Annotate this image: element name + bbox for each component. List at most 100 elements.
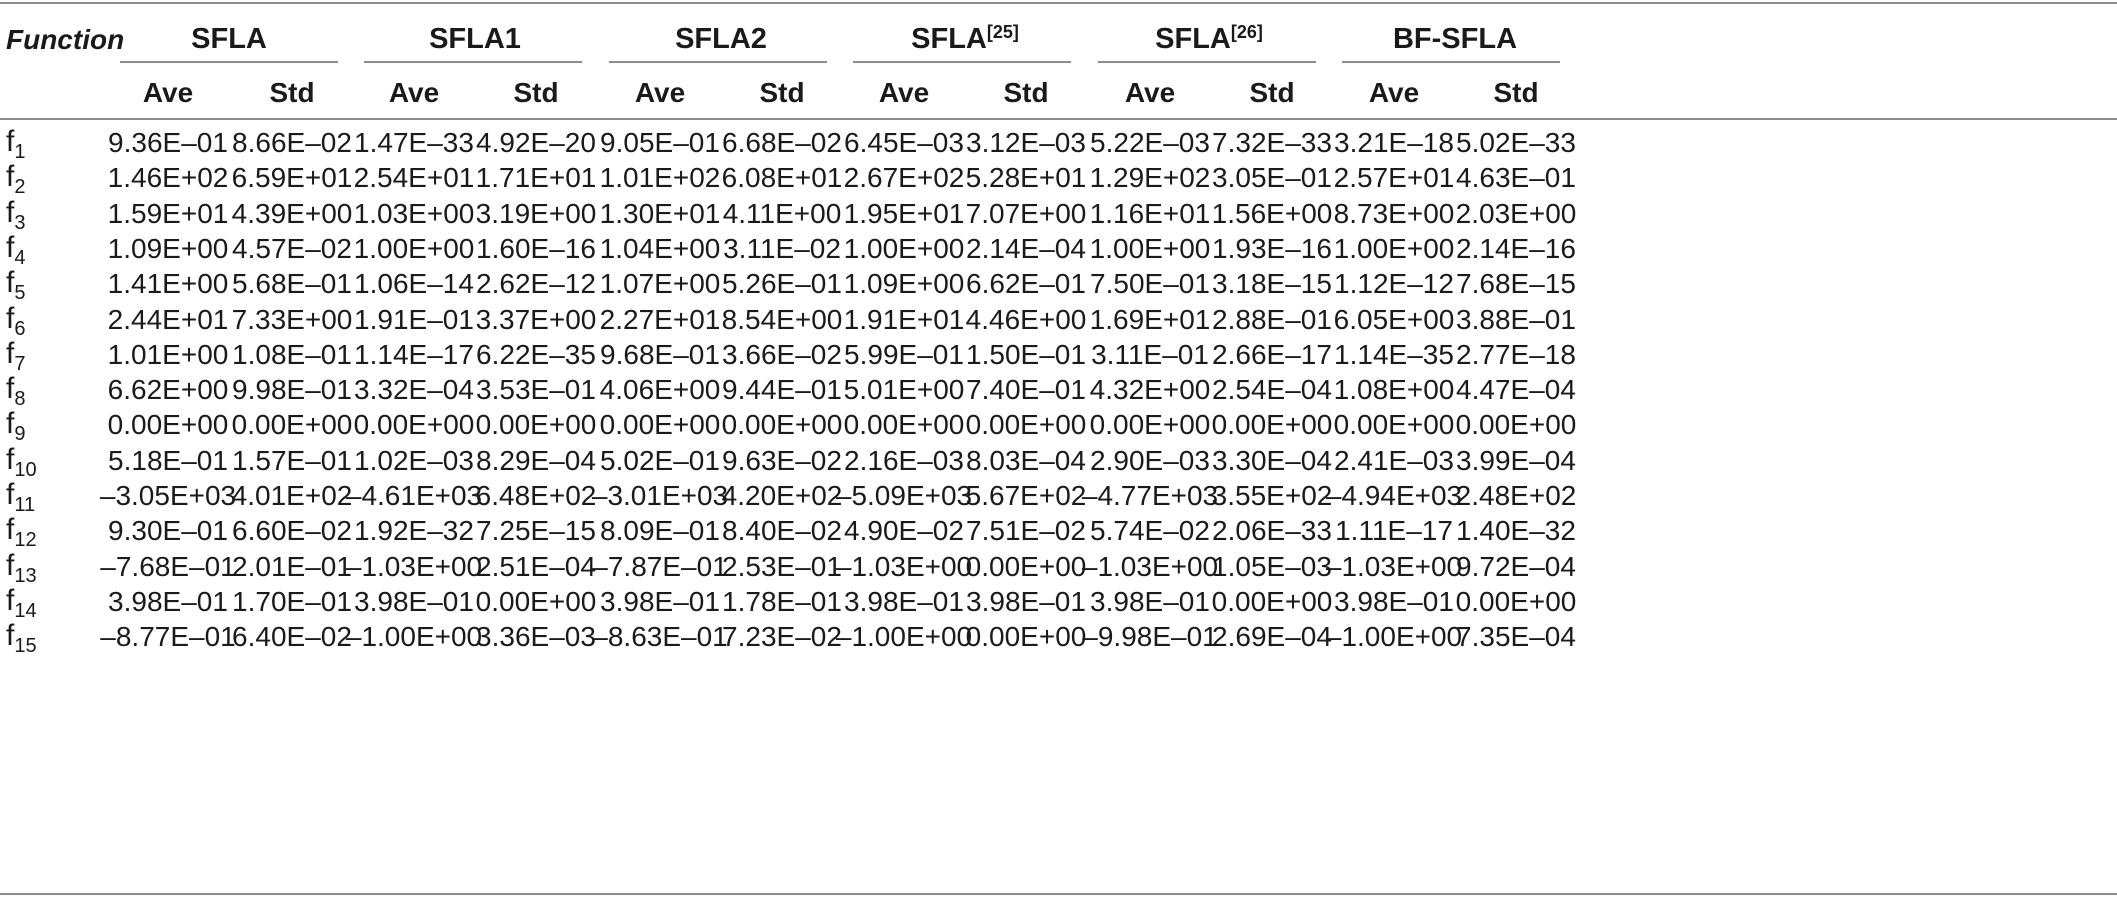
table-cell: –1.00E+00 [345,621,483,653]
table-cell: 6.40E–02 [232,621,352,653]
table-cell: 6.48E+02 [475,480,597,511]
table-cell: 1.70E–01 [232,585,352,617]
function-label: f7 [6,336,26,375]
group-header: SFLA[25] [911,22,1019,55]
table-cell: 1.69E+01 [1089,303,1211,335]
top-rule [0,2,2117,4]
group-rule [120,61,338,63]
function-label: f15 [6,619,37,658]
table-cell: 2.67E+02 [843,162,965,194]
std-header: Std [1493,77,1539,108]
table-cell: 3.36E–03 [476,621,596,653]
table-cell: 3.98E–01 [1090,585,1210,617]
table-cell: 4.06E+00 [599,374,721,406]
table-cell: 3.18E–15 [1212,268,1332,300]
table-cell: 2.41E–03 [1334,444,1454,476]
table-cell: 0.00E+00 [231,409,353,441]
table-cell: 2.77E–18 [1456,338,1576,370]
table-cell: 2.14E–16 [1456,232,1576,264]
table-cell: 1.04E+00 [599,232,721,264]
table-cell: 1.60E–16 [476,232,596,264]
table-cell: 5.67E+02 [965,480,1087,511]
table-cell: 2.06E–33 [1212,515,1332,547]
header-rule [0,118,2117,120]
table-cell: 9.05E–01 [600,127,720,158]
function-label: f9 [6,407,26,446]
ave-header: Ave [388,77,440,108]
table-cell: –5.09E+03 [835,480,973,511]
table-cell: 4.47E–04 [1456,374,1576,406]
function-label: f6 [6,301,26,340]
table-cell: 8.09E–01 [600,515,720,547]
table-cell: 3.11E–01 [1091,338,1209,370]
table-cell: 1.09E+00 [843,268,965,300]
table-cell: 2.03E+00 [1455,197,1577,229]
function-label: f13 [6,548,37,587]
ave-header: Ave [1124,77,1176,108]
table-cell: 2.62E–12 [476,268,596,300]
table-cell: 5.18E–01 [108,444,228,476]
table-cell: 2.54E–04 [1212,374,1332,406]
std-header: Std [269,77,315,108]
table-cell: 7.51E–02 [966,515,1086,547]
reference-superscript: [26] [1230,22,1263,42]
table-cell: 3.98E–01 [1334,585,1454,617]
table-cell: 3.55E+02 [1211,480,1333,511]
table-cell: 0.00E+00 [1333,409,1455,441]
table-cell: –7.87E–01 [592,550,728,582]
table-cell: 3.21E–18 [1334,127,1454,158]
table-cell: 4.39E+00 [231,197,353,229]
table-cell: –3.01E+03 [591,480,729,511]
group-rule [853,61,1071,63]
table-cell: 9.44E–01 [722,374,842,406]
table-cell: –8.63E–01 [592,621,728,653]
group-header: BF-SFLA [1392,23,1518,55]
table-cell: 0.00E+00 [965,550,1087,582]
table-cell: 7.33E+00 [231,303,353,335]
table-cell: 3.11E–02 [723,232,841,264]
table-cell: 2.51E–04 [476,550,596,582]
ave-header: Ave [1368,77,1420,108]
table-cell: 1.91E–01 [354,303,474,335]
table-cell: 1.08E+00 [1333,374,1455,406]
table-cell: 1.56E+00 [1211,197,1333,229]
table-cell: 1.01E+00 [107,338,229,370]
table-cell: 5.68E–01 [232,268,352,300]
table-cell: 3.19E+00 [475,197,597,229]
table-cell: 3.30E–04 [1212,444,1332,476]
table-cell: 2.48E+02 [1455,480,1577,511]
table-cell: 1.14E–17 [354,338,474,370]
bottom-rule [0,893,2117,895]
table-cell: 1.08E–01 [232,338,352,370]
table-cell: 0.00E+00 [1455,409,1577,441]
function-label: f14 [6,583,37,622]
function-label: f12 [6,513,37,552]
table-cell: 9.36E–01 [108,127,228,158]
table-cell: –1.03E+00 [1325,550,1463,582]
ave-header: Ave [878,77,930,108]
table-cell: 3.98E–01 [844,585,964,617]
table-cell: –9.98E–01 [1082,621,1218,653]
table-cell: 1.92E–32 [354,515,474,547]
table-cell: 1.00E+00 [1333,232,1455,264]
table-cell: 1.05E–03 [1212,550,1332,582]
table-cell: 4.57E–02 [232,232,352,264]
table-cell: 4.11E+00 [722,197,842,229]
table-cell: 5.02E–33 [1456,127,1576,158]
table-cell: 5.01E+00 [843,374,965,406]
table-cell: 7.32E–33 [1212,127,1332,158]
table-cell: 3.32E–04 [354,374,474,406]
table-cell: 4.63E–01 [1456,162,1576,194]
table-cell: 5.02E–01 [600,444,720,476]
function-label: f11 [6,478,36,516]
function-label: f1 [6,125,26,163]
table-cell: 1.47E–33 [354,127,474,158]
table-cell: 0.00E+00 [721,409,843,441]
table-cell: –7.68E–01 [100,550,236,582]
table-cell: 9.98E–01 [232,374,352,406]
table-cell: 7.68E–15 [1456,268,1576,300]
function-label: f10 [6,442,37,481]
table-cell: 1.06E–14 [354,268,474,300]
table-cell: 0.00E+00 [107,409,229,441]
table-cell: 2.90E–03 [1090,444,1210,476]
